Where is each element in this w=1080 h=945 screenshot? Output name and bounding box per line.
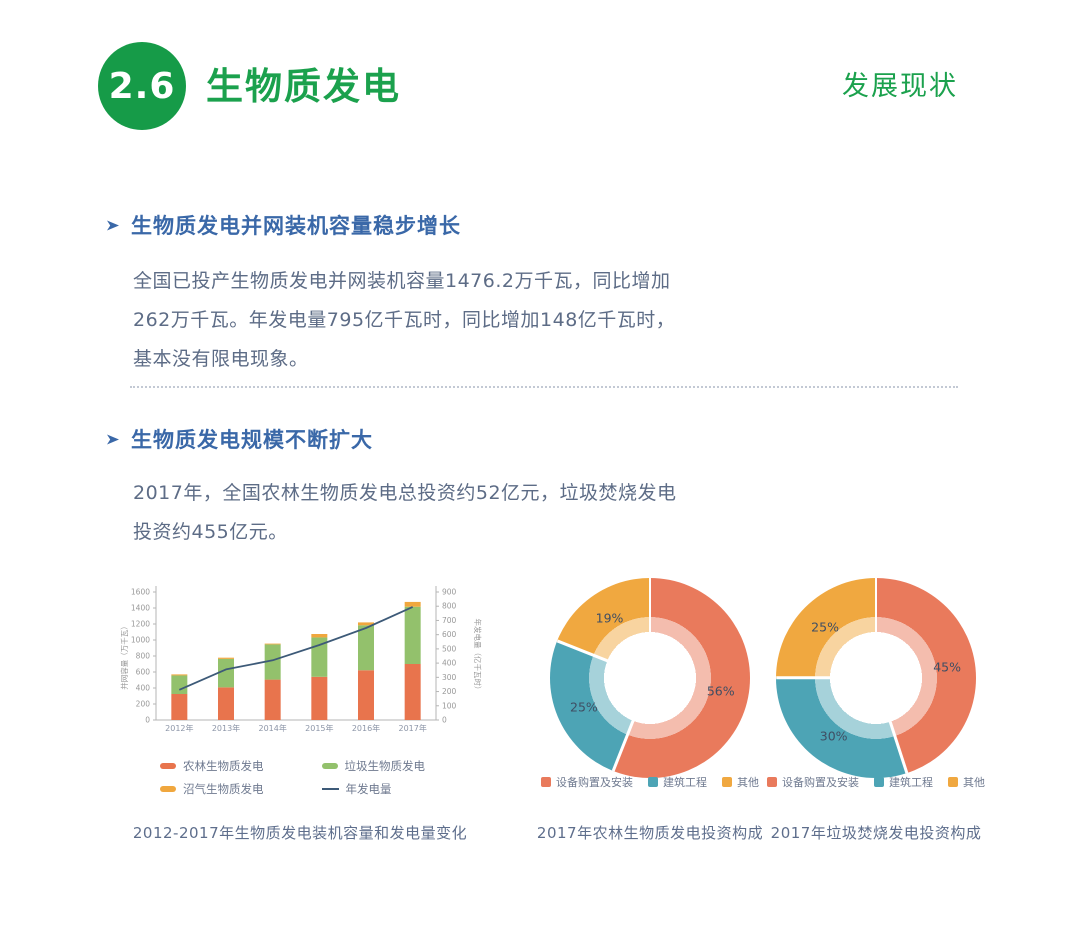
legend-label: 垃圾生物质发电: [344, 759, 426, 773]
svg-text:600: 600: [442, 630, 457, 639]
legend-item: 沼气生物质发电: [160, 781, 264, 797]
slice-gap: [556, 640, 651, 680]
donut-chart-caption: 2017年农林生物质发电投资构成: [536, 824, 764, 842]
slice-gap: [648, 578, 652, 678]
slice-value-label: 56%: [706, 683, 735, 699]
svg-text:1200: 1200: [131, 620, 150, 629]
section-number: 2.6: [108, 65, 176, 107]
section-heading-1: 生物质发电并网装机容量稳步增长: [106, 210, 461, 240]
svg-text:700: 700: [442, 616, 457, 625]
donut-chart: 45% 30% 25%: [776, 578, 976, 778]
svg-text:年发电量（亿千瓦时）: 年发电量（亿千瓦时）: [473, 619, 483, 694]
slice-value-label: 19%: [595, 610, 624, 626]
section-heading-text: 生物质发电规模不断扩大: [131, 428, 373, 452]
legend-swatch: [948, 777, 958, 787]
slice-value-label: 25%: [570, 699, 598, 715]
svg-text:300: 300: [442, 673, 457, 682]
legend-item: 农林生物质发电: [160, 758, 264, 774]
donut-chart: 56% 25% 19%: [550, 578, 750, 778]
svg-text:2014年: 2014年: [258, 723, 286, 733]
legend-item: 建筑工程: [648, 774, 707, 790]
legend-item: 设备购置及安装: [767, 774, 859, 790]
legend-label: 年发电量: [345, 782, 392, 796]
legend-label: 设备购置及安装: [782, 776, 859, 789]
svg-text:2016年: 2016年: [352, 723, 380, 733]
legend-item: 建筑工程: [874, 774, 933, 790]
legend-item: 设备购置及安装: [541, 774, 633, 790]
header-status-label: 发展现状: [842, 71, 958, 102]
legend-swatch: [722, 777, 732, 787]
slice-gap: [874, 578, 878, 678]
legend-label: 农林生物质发电: [183, 759, 264, 773]
slice-gap: [776, 676, 876, 680]
bar-line-chart: 0 200 400 600 800 1000 1200 1400 1600 0 100 200 300 4…: [116, 578, 484, 758]
dotted-divider: [130, 386, 958, 388]
svg-text:100: 100: [442, 701, 457, 710]
arrow-bullet-icon: [107, 220, 119, 230]
slice-gap: [874, 677, 909, 774]
legend-item: 其他: [722, 774, 759, 790]
svg-text:1400: 1400: [131, 604, 150, 613]
svg-text:0: 0: [442, 716, 447, 725]
legend-label: 其他: [963, 776, 985, 789]
legend-label: 其他: [737, 776, 759, 789]
svg-text:900: 900: [442, 588, 457, 597]
section-number-badge: 2.6: [98, 42, 186, 130]
svg-text:2013年: 2013年: [212, 723, 240, 733]
legend-swatch: [321, 788, 339, 790]
donut-chart-legend: 设备购置及安装 建筑工程 其他: [500, 774, 800, 790]
svg-text:200: 200: [442, 687, 457, 696]
slice-value-label: 30%: [819, 728, 848, 744]
section-body-1: 全国已投产生物质发电并网装机容量1476.2万千瓦，同比增加262万千瓦。年发电…: [133, 270, 676, 370]
slice-value-label: 45%: [933, 659, 962, 675]
page-title: 生物质发电: [206, 65, 401, 108]
legend-swatch: [160, 786, 176, 792]
legend-swatch: [541, 777, 551, 787]
legend-swatch: [767, 777, 777, 787]
bar-chart-caption: 2012-2017年生物质发电装机容量和发电量变化: [132, 824, 468, 842]
svg-text:2012年: 2012年: [165, 723, 193, 733]
svg-text:0: 0: [145, 716, 150, 725]
svg-text:400: 400: [136, 684, 151, 693]
svg-text:200: 200: [136, 700, 151, 709]
legend-swatch: [160, 763, 176, 769]
slice-gap: [612, 677, 652, 772]
donut-chart-caption: 2017年垃圾焚烧发电投资构成: [770, 824, 982, 842]
svg-text:400: 400: [442, 659, 457, 668]
legend-item: 其他: [948, 774, 985, 790]
svg-text:2015年: 2015年: [305, 723, 333, 733]
svg-text:2017年: 2017年: [398, 723, 426, 733]
svg-text:并网容量（万千瓦）: 并网容量（万千瓦）: [119, 622, 129, 690]
legend-label: 建筑工程: [663, 776, 707, 789]
donut-chart-legend: 设备购置及安装 建筑工程 其他: [726, 774, 1026, 790]
legend-swatch: [874, 777, 884, 787]
legend-swatch: [321, 763, 338, 769]
legend-item: 年发电量: [321, 781, 426, 797]
svg-text:800: 800: [442, 602, 457, 611]
arrow-bullet-icon: [107, 434, 119, 444]
bar-chart-legend: 农林生物质发电 沼气生物质发电 垃圾生物质发电 年发电量: [160, 758, 425, 797]
svg-text:1600: 1600: [131, 588, 150, 597]
svg-text:500: 500: [442, 644, 457, 653]
legend-item: 垃圾生物质发电: [321, 758, 426, 774]
legend-label: 沼气生物质发电: [183, 782, 264, 796]
slice-value-label: 25%: [811, 619, 839, 635]
section-body-2: 2017年，全国农林生物质发电总投资约52亿元，垃圾焚烧发电投资约455亿元。: [133, 482, 677, 543]
section-heading-2: 生物质发电规模不断扩大: [106, 424, 373, 454]
legend-swatch: [648, 777, 658, 787]
legend-label: 设备购置及安装: [556, 776, 633, 789]
svg-text:600: 600: [136, 668, 151, 677]
svg-text:1000: 1000: [131, 636, 150, 645]
bar-line-chart-figure: 0 200 400 600 800 1000 1200 1400 1600 0 100 200 300 4…: [116, 578, 484, 842]
svg-text:800: 800: [136, 652, 151, 661]
section-heading-text: 生物质发电并网装机容量稳步增长: [131, 214, 461, 238]
legend-label: 建筑工程: [889, 776, 933, 789]
